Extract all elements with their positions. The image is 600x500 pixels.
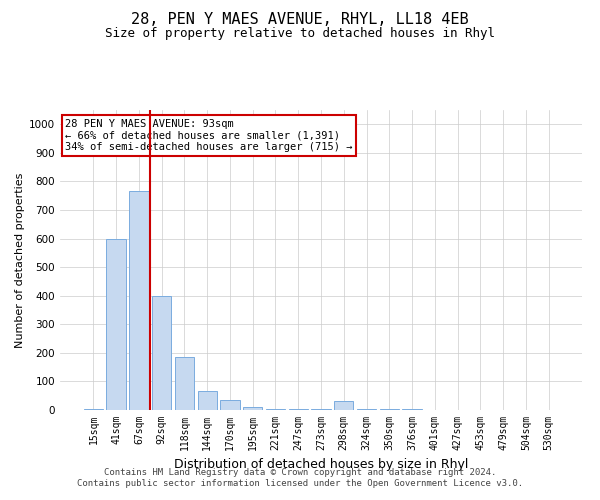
Bar bbox=[243, 407, 262, 410]
Bar bbox=[84, 408, 103, 410]
X-axis label: Distribution of detached houses by size in Rhyl: Distribution of detached houses by size … bbox=[174, 458, 468, 471]
Text: 28 PEN Y MAES AVENUE: 93sqm
← 66% of detached houses are smaller (1,391)
34% of : 28 PEN Y MAES AVENUE: 93sqm ← 66% of det… bbox=[65, 119, 353, 152]
Y-axis label: Number of detached properties: Number of detached properties bbox=[15, 172, 25, 348]
Bar bbox=[129, 192, 149, 410]
Bar bbox=[334, 402, 353, 410]
Bar bbox=[220, 400, 239, 410]
Bar bbox=[106, 238, 126, 410]
Bar bbox=[175, 357, 194, 410]
Bar bbox=[266, 408, 285, 410]
Text: 28, PEN Y MAES AVENUE, RHYL, LL18 4EB: 28, PEN Y MAES AVENUE, RHYL, LL18 4EB bbox=[131, 12, 469, 28]
Bar bbox=[311, 408, 331, 410]
Bar bbox=[289, 408, 308, 410]
Text: Contains HM Land Registry data © Crown copyright and database right 2024.
Contai: Contains HM Land Registry data © Crown c… bbox=[77, 468, 523, 487]
Bar bbox=[152, 296, 172, 410]
Bar bbox=[197, 392, 217, 410]
Text: Size of property relative to detached houses in Rhyl: Size of property relative to detached ho… bbox=[105, 28, 495, 40]
